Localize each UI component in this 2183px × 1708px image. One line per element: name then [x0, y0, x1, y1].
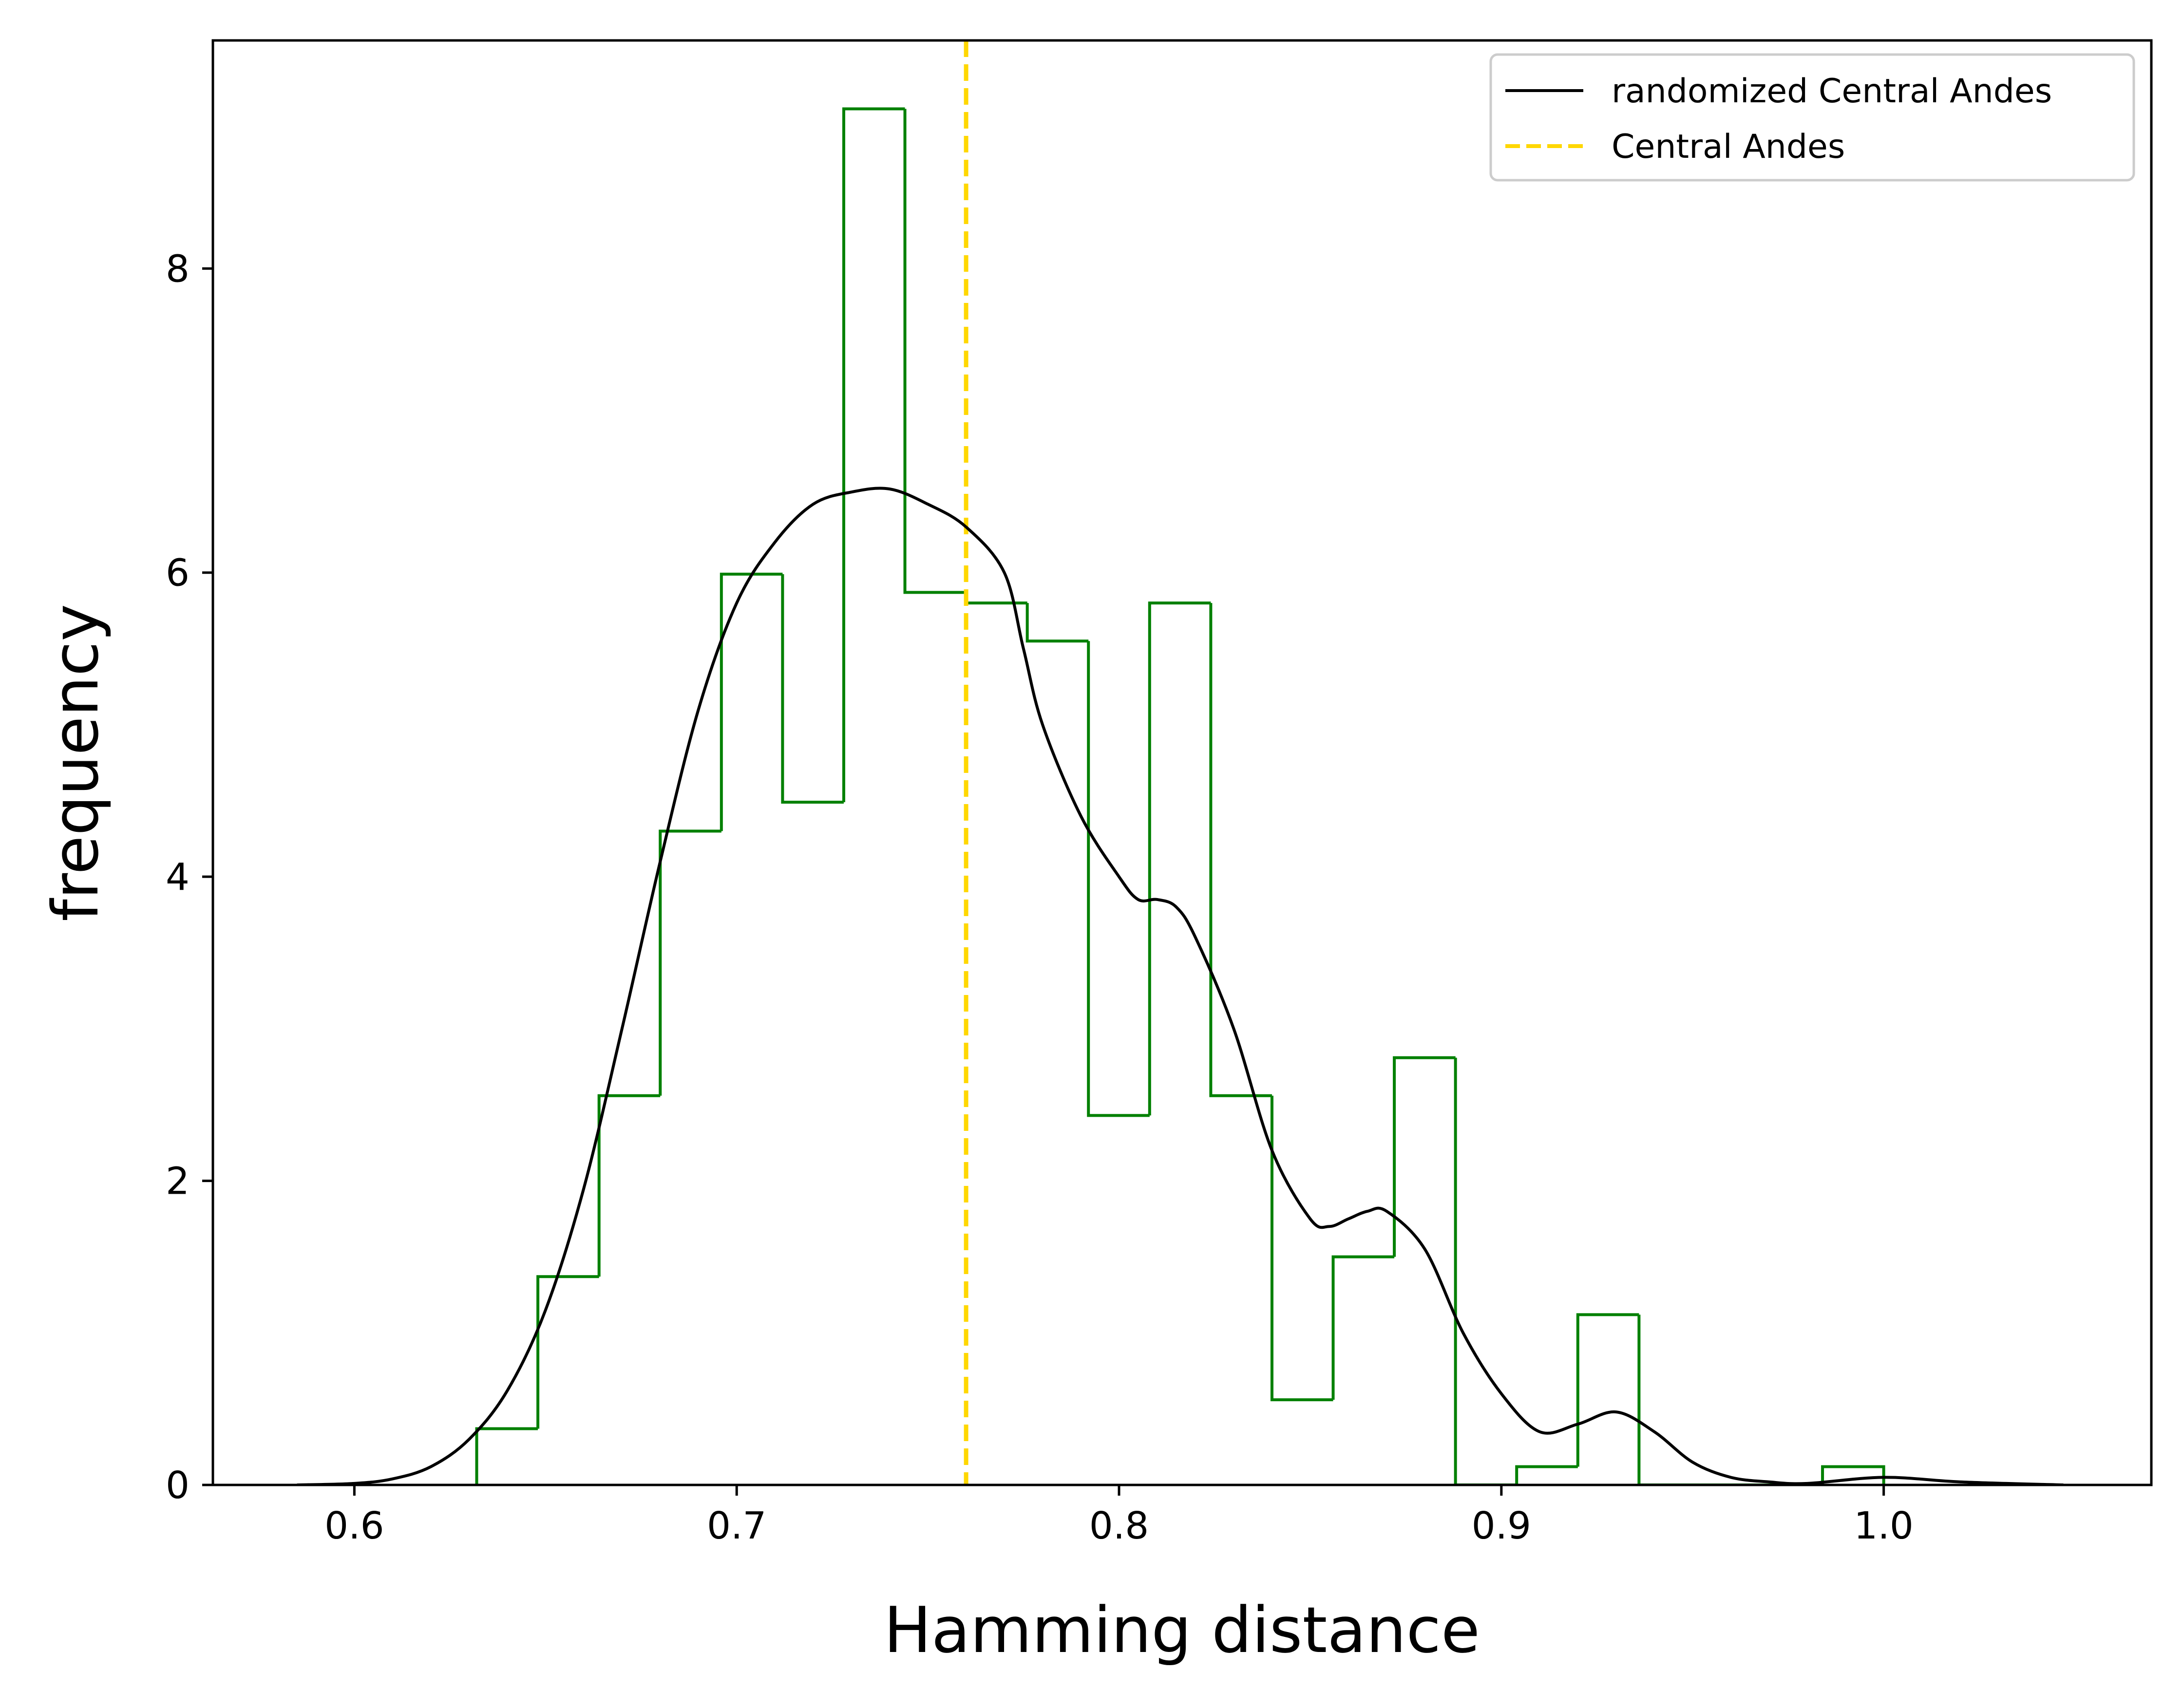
x-tick-label: 0.6 [324, 1504, 384, 1548]
plot-area [297, 40, 2064, 1485]
histogram-bin [1209, 603, 1272, 1097]
y-tick-label: 0 [166, 1464, 190, 1507]
legend-box [1489, 53, 2135, 182]
x-tick-label: 1.0 [1854, 1504, 1913, 1548]
y-tick-label: 6 [166, 552, 190, 595]
x-axis-ticks: 0.6 0.7 0.8 0.9 1.0 [324, 1485, 1914, 1548]
histogram [475, 107, 1885, 1485]
histogram-bin [1025, 603, 1089, 643]
y-tick-label: 8 [166, 247, 190, 291]
histogram-bin [536, 1275, 599, 1429]
y-tick-label: 2 [166, 1160, 190, 1203]
histogram-bin [781, 574, 844, 804]
histogram-bin [1576, 1313, 1639, 1467]
histogram-bin [903, 109, 967, 594]
histogram-bin [1393, 1056, 1456, 1257]
x-axis-label: Hamming distance [884, 1593, 1480, 1667]
histogram-bin [842, 107, 905, 803]
legend: randomized Central Andes Central Andes [1489, 53, 2135, 182]
histogram-bin [1087, 641, 1150, 1117]
histogram-bin [720, 572, 783, 831]
histogram-bin [1515, 1465, 1578, 1485]
x-tick-label: 0.8 [1089, 1504, 1149, 1548]
density-curve-layer [297, 487, 2064, 1485]
legend-label-reference: Central Andes [1612, 128, 1845, 166]
histogram-bin [597, 1094, 661, 1277]
histogram-bin [475, 1427, 538, 1485]
histogram-bin [1454, 1057, 1517, 1485]
y-tick-label: 4 [166, 856, 190, 899]
density-curve-randomized-central-andes [297, 487, 2064, 1485]
histogram-bin [1270, 1095, 1333, 1402]
axes-frame [211, 39, 2153, 1486]
y-axis-ticks: 0 2 4 6 8 [166, 247, 213, 1507]
histogram-bin [659, 829, 721, 1096]
y-axis-label: frequency [38, 604, 113, 921]
histogram-bin [1821, 1465, 1885, 1485]
legend-label-kde: randomized Central Andes [1612, 72, 2052, 111]
x-tick-label: 0.9 [1472, 1504, 1531, 1548]
x-tick-label: 0.7 [707, 1504, 766, 1548]
histogram-bin [1331, 1255, 1395, 1400]
histogram-bin [1637, 1314, 1700, 1485]
histogram-bin [1148, 601, 1211, 1116]
